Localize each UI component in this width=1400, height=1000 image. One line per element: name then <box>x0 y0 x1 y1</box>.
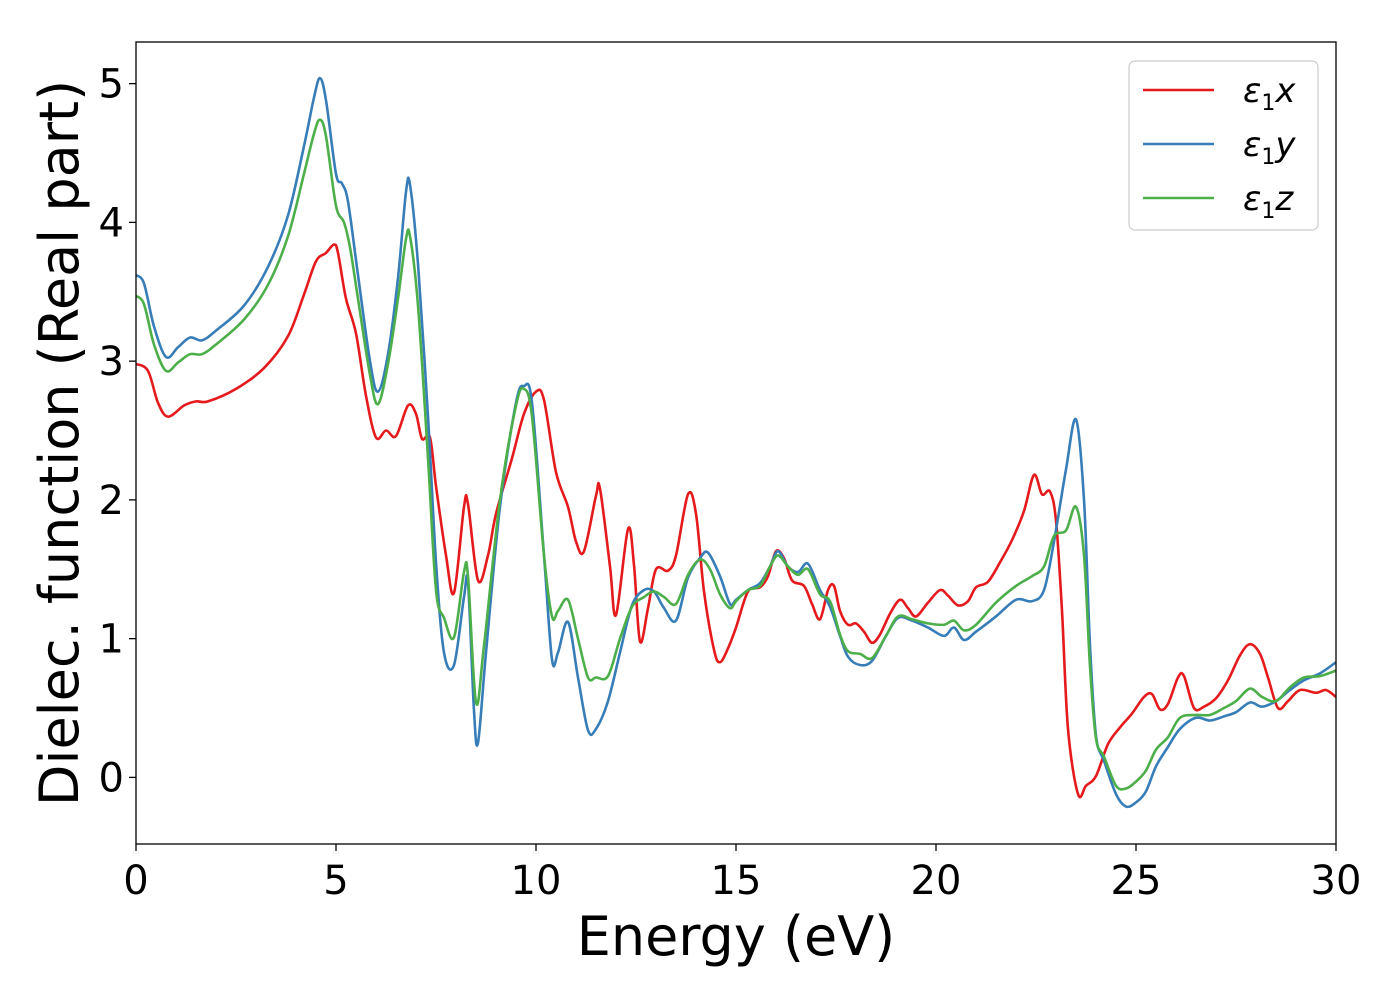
x-tick-label: 30 <box>1311 858 1362 904</box>
y-axis: 0 1 2 3 4 5 <box>99 62 136 801</box>
legend: ε1x ε1y ε1z <box>1128 60 1319 231</box>
x-tick-label: 5 <box>323 858 348 904</box>
y-tick-label: 3 <box>99 339 124 385</box>
y-tick-label: 0 <box>99 755 124 801</box>
y-tick-label: 5 <box>99 62 124 108</box>
x-tick-label: 20 <box>911 858 962 904</box>
y-tick-label: 1 <box>99 617 124 663</box>
series-layer <box>136 76 1336 809</box>
x-tick-label: 15 <box>711 858 762 904</box>
y-tick-label: 2 <box>99 478 124 524</box>
x-tick-label: 10 <box>511 858 562 904</box>
series-line-z <box>136 118 1336 791</box>
x-tick-label: 25 <box>1111 858 1162 904</box>
legend-box <box>1128 60 1319 231</box>
x-tick-label: 0 <box>123 858 148 904</box>
x-axis-title: Energy (eV) <box>577 905 896 968</box>
series-line-x <box>136 243 1336 799</box>
x-axis: 0 5 10 15 20 25 30 <box>123 844 1361 904</box>
y-axis-title: Dielec. function (Real part) <box>28 80 91 806</box>
y-tick-label: 4 <box>99 200 124 246</box>
